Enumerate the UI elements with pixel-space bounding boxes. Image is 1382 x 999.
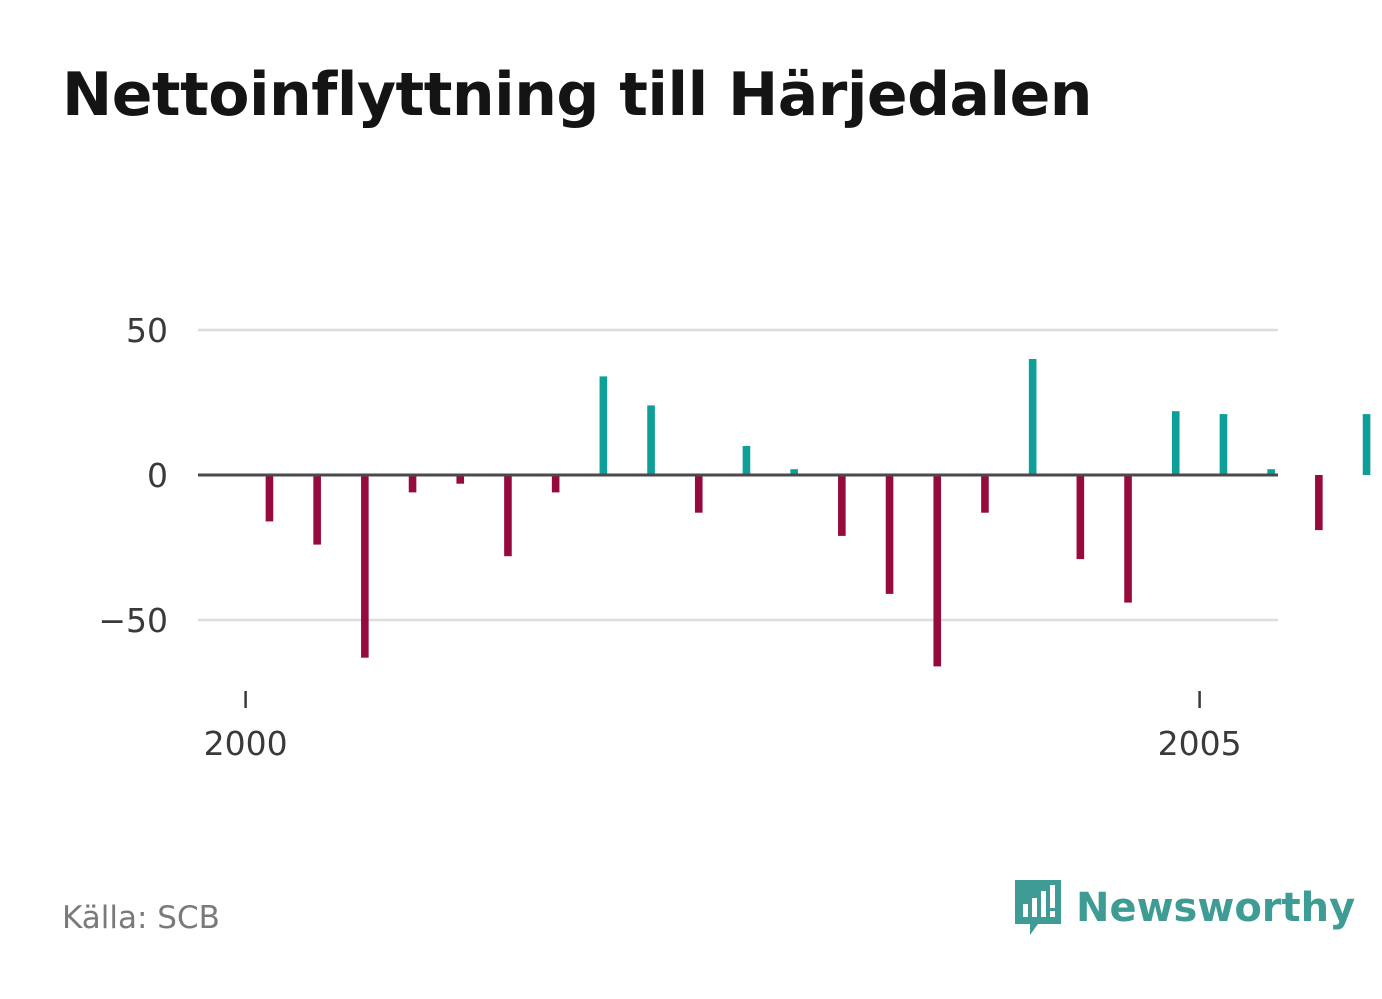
y-tick-label: 50 xyxy=(126,311,168,350)
bar-2003Q1 xyxy=(838,475,846,536)
bar-2004Q3 xyxy=(1124,475,1132,603)
bar-2005Q4 xyxy=(1362,414,1371,475)
x-tick-label: 2005 xyxy=(1158,724,1242,763)
newsworthy-logo: Newsworthy xyxy=(1012,878,1355,938)
bar-2005Q3 xyxy=(1315,475,1323,531)
bar-2000Q1 xyxy=(265,475,274,522)
brand-name: Newsworthy xyxy=(1076,885,1356,931)
bars xyxy=(265,359,1371,667)
bar-2004Q4 xyxy=(1171,411,1180,475)
bar-2004Q2 xyxy=(1076,475,1085,560)
bar-2002Q2 xyxy=(694,475,703,513)
source-note: Källa: SCB xyxy=(62,900,220,936)
bar-2001Q2 xyxy=(504,475,512,557)
bar-2000Q3 xyxy=(361,475,369,658)
bar-2005Q1 xyxy=(1219,414,1228,475)
bar-2000Q2 xyxy=(313,475,321,545)
bar-2003Q2 xyxy=(885,475,894,594)
bar-2002Q3 xyxy=(742,446,751,475)
bar-2000Q4 xyxy=(408,475,417,493)
bar-2005Q2 xyxy=(1267,469,1275,475)
x-axis-ticks: 200020052010201520202025 xyxy=(204,691,1242,763)
bar-2001Q4 xyxy=(599,376,608,475)
bar-2002Q1 xyxy=(647,405,655,475)
y-axis-ticks: 50 0 −50 xyxy=(98,311,168,640)
y-tick-label: −50 xyxy=(98,601,168,640)
chart-title: Nettoinflyttning till Härjedalen xyxy=(62,60,1093,130)
x-tick-label: 2000 xyxy=(204,724,288,763)
newsworthy-chart-icon xyxy=(1015,880,1061,935)
bar-2001Q1 xyxy=(456,475,465,484)
bar-2003Q3 xyxy=(933,475,942,667)
gridlines xyxy=(198,328,1278,622)
bar-2002Q4 xyxy=(790,469,798,475)
bar-2001Q3 xyxy=(551,475,560,493)
bar-2004Q1 xyxy=(1028,359,1037,475)
y-tick-label: 0 xyxy=(147,456,168,495)
bar-2003Q4 xyxy=(981,475,989,513)
